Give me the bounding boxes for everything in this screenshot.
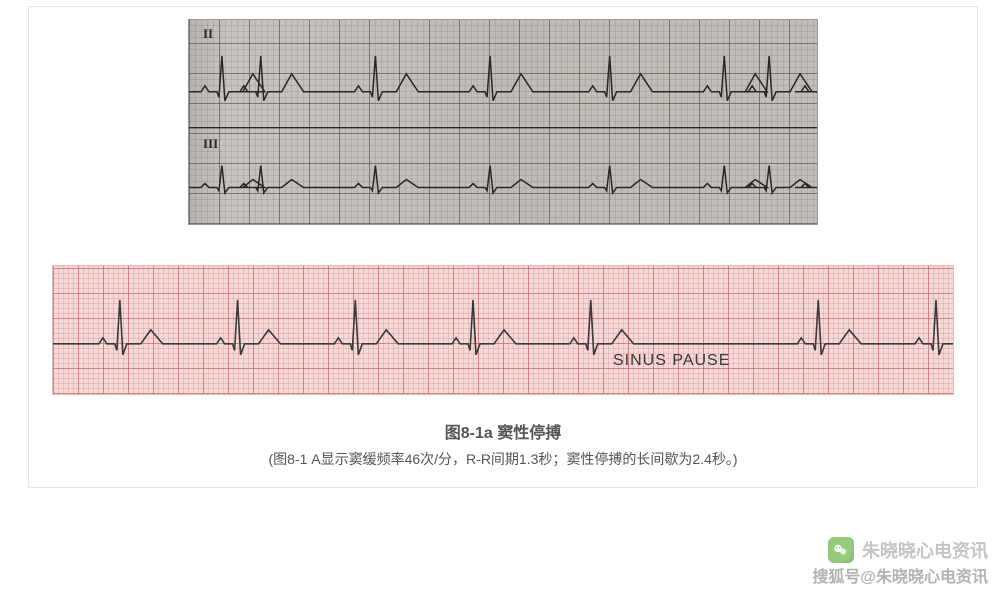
wechat-icon: [828, 537, 854, 563]
ecg-trace-a: [189, 20, 817, 225]
figure-caption: 图8-1a 窦性停搏 (图8-1 A显示窦缓频率46次/分，R-R间期1.3秒；…: [37, 419, 969, 469]
watermark-wechat: 朱晓晓心电资讯: [828, 537, 988, 563]
watermark-line2: 搜狐号@朱晓晓心电资讯: [812, 563, 988, 587]
caption-title: 图8-1a 窦性停搏: [37, 419, 969, 443]
figure-container: II III SINUS PAUSE 图8-1a 窦性停搏 (图8-1 A显示窦…: [28, 6, 978, 488]
caption-subtitle: (图8-1 A显示窦缓频率46次/分，R-R间期1.3秒；窦性停搏的长间歇为2.…: [37, 449, 969, 469]
ecg-panel-b: SINUS PAUSE: [52, 265, 954, 395]
ecg-trace-b: [53, 266, 953, 395]
watermark-line1: 朱晓晓心电资讯: [862, 537, 988, 563]
sinus-pause-label: SINUS PAUSE: [613, 352, 730, 370]
watermark-sohu: 搜狐号@朱晓晓心电资讯: [812, 563, 988, 587]
ecg-panel-a: II III: [188, 19, 818, 225]
